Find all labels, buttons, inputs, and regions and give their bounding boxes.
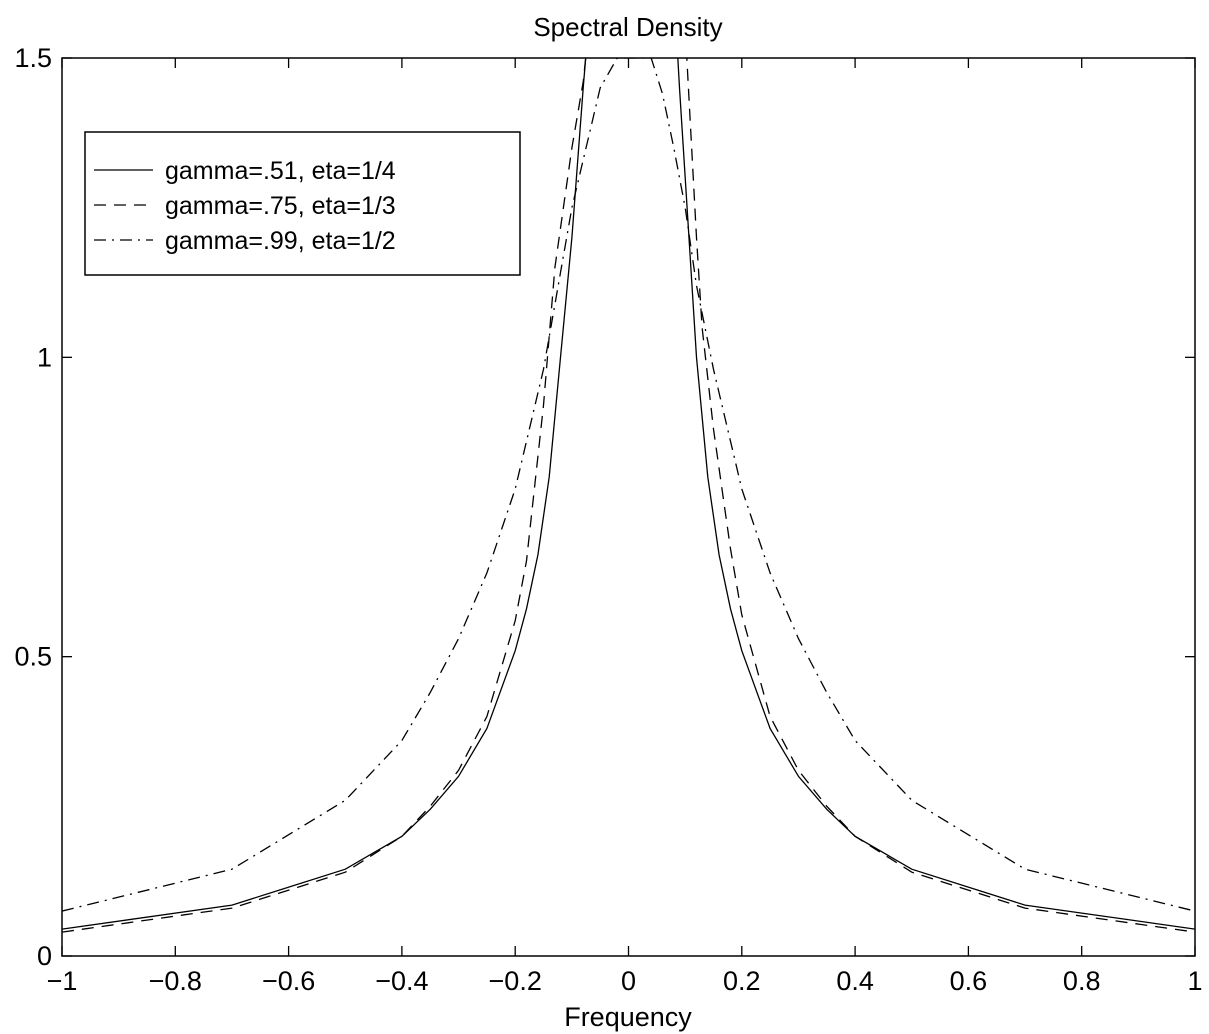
x-tick-label: 0.2 [723,966,761,996]
series-line-solid [62,58,1195,930]
legend: gamma=.51, eta=1/4 gamma=.75, eta=1/3 ga… [84,131,521,276]
x-tick-label: 0.4 [836,966,874,996]
legend-label-series-1: gamma=.51, eta=1/4 [165,157,396,185]
legend-label-series-3: gamma=.99, eta=1/2 [165,227,396,255]
y-tick-label: 1 [37,342,52,372]
x-tick-label: 1 [1187,966,1202,996]
x-tick-label: −0.4 [375,966,428,996]
series-layer [62,58,1195,933]
x-tick-label: 0.6 [950,966,988,996]
x-axis-label: Frequency [564,1002,692,1032]
y-tick-label: 0.5 [14,642,52,672]
series-line-dashed [62,58,1195,933]
x-tick-label: 0.8 [1063,966,1101,996]
x-tick-label: −0.8 [149,966,202,996]
x-tick-label: −0.2 [489,966,542,996]
y-tick-label: 0 [37,941,52,971]
y-tick-label: 1.5 [14,43,52,73]
ticks-layer: −1 −0.8 −0.6 −0.4 −0.2 0 0.2 0.4 0.6 0.8 1 0 0.5 1 1.5 [14,43,1202,996]
x-tick-label: −1 [47,966,78,996]
series-line-dashdot [62,58,1195,912]
legend-label-series-2: gamma=.75, eta=1/3 [165,192,396,220]
legend-box [84,131,521,276]
chart-title: Spectral Density [533,12,722,42]
x-tick-label: 0 [621,966,636,996]
x-tick-label: −0.6 [262,966,315,996]
